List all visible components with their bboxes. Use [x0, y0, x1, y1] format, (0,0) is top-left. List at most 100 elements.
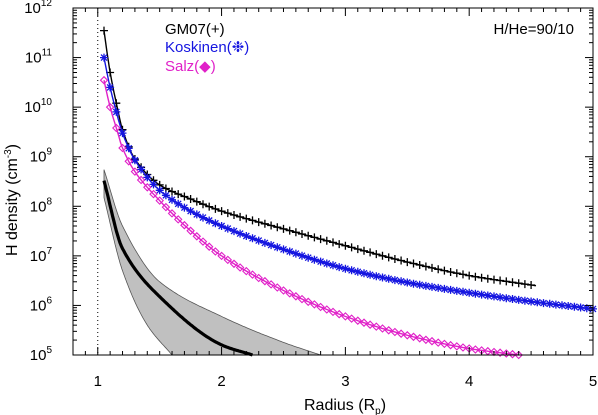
diamond-mark	[180, 220, 189, 230]
plus-mark	[378, 251, 387, 260]
asterisk-mark	[465, 288, 474, 297]
plus-mark	[415, 261, 424, 269]
plus-mark	[483, 274, 492, 283]
series-salz-marker	[421, 335, 431, 345]
diamond-mark	[440, 339, 449, 349]
diamond-mark	[124, 157, 133, 166]
plus-mark	[421, 262, 430, 271]
plus-mark	[496, 276, 505, 285]
series-koskinen-marker	[347, 266, 356, 275]
y-tick-label: 1012	[24, 0, 52, 17]
asterisk-mark	[403, 278, 412, 287]
series-koskinen-marker	[168, 195, 176, 204]
series-salz-marker	[173, 215, 183, 224]
plus-mark	[180, 192, 189, 201]
series-koskinen-marker	[137, 165, 146, 174]
series-gm07-marker	[366, 248, 375, 257]
legend-koskinen: Koskinen(❉)	[165, 39, 249, 56]
plus-mark	[452, 269, 461, 278]
asterisk-mark	[106, 83, 115, 92]
band-area	[103, 169, 321, 356]
diamond-mark	[508, 349, 517, 359]
asterisk-mark	[143, 173, 152, 182]
diamond-mark	[198, 237, 208, 246]
diamond-mark	[421, 335, 431, 345]
plus-mark	[465, 271, 474, 280]
series-salz-marker	[167, 209, 177, 218]
diamond-mark	[149, 189, 158, 199]
series-koskinen-marker	[477, 290, 486, 299]
series-koskinen-marker	[155, 186, 164, 195]
plus-mark	[316, 235, 325, 244]
series-koskinen-marker	[403, 278, 412, 287]
series-salz-marker	[124, 157, 133, 166]
series-salz-marker	[409, 332, 418, 342]
asterisk-mark	[477, 290, 486, 299]
series-salz-marker	[180, 220, 189, 230]
asterisk-mark	[254, 236, 263, 245]
series-gm07-marker	[341, 241, 350, 250]
series-koskinen-marker	[230, 227, 238, 236]
series-koskinen-marker	[527, 297, 536, 306]
series-koskinen-marker	[149, 180, 158, 189]
series-koskinen-marker	[304, 253, 313, 262]
plus-mark	[260, 219, 269, 228]
series-koskinen-marker	[564, 302, 573, 310]
diamond-mark	[192, 232, 202, 241]
series-gm07-marker	[514, 279, 523, 288]
series-gm07-marker	[378, 251, 387, 260]
series-gm07-marker	[168, 187, 176, 196]
series-gm07-marker	[230, 211, 238, 219]
asterisk-mark	[490, 292, 498, 301]
series-salz-marker	[378, 324, 387, 333]
series-koskinen-marker	[576, 303, 585, 312]
series-salz-marker	[155, 196, 164, 205]
diamond-mark	[285, 289, 294, 298]
series-koskinen-marker	[223, 224, 232, 233]
series-salz-marker	[502, 349, 511, 358]
series-salz-marker	[390, 327, 400, 337]
asterisk-mark	[291, 249, 300, 258]
series-salz-marker	[149, 189, 158, 199]
series-koskinen-marker	[378, 273, 387, 282]
diamond-mark	[341, 312, 350, 321]
diamond-mark	[143, 183, 152, 192]
series-salz-marker	[310, 300, 319, 309]
series-salz-marker	[415, 334, 424, 343]
series-gm07-marker	[409, 259, 418, 268]
series-salz-marker	[328, 307, 338, 317]
series-salz-marker	[359, 318, 369, 327]
asterisk-mark	[273, 243, 282, 252]
asterisk-mark	[161, 191, 170, 200]
diamond-mark	[353, 316, 363, 325]
series-koskinen-marker	[558, 301, 566, 310]
series-salz-marker	[403, 331, 412, 340]
diamond-mark	[390, 327, 400, 337]
asterisk-mark	[285, 247, 294, 256]
series-koskinen-marker	[539, 299, 548, 308]
series-gm07-marker	[242, 214, 251, 223]
series-salz-line	[103, 80, 519, 356]
asterisk-mark	[316, 257, 325, 266]
series-koskinen-marker	[335, 263, 344, 272]
x-tick-labels: 1 2 3 4 5	[94, 373, 598, 390]
series-koskinen	[100, 53, 597, 313]
x-tick-label: 1	[94, 373, 102, 390]
diamond-mark	[248, 270, 257, 279]
x-axis-title-end: )	[381, 397, 386, 414]
y-tick-label: 1011	[25, 48, 53, 67]
diamond-mark	[328, 307, 338, 317]
series-koskinen-marker	[106, 83, 115, 92]
series-salz-marker	[254, 273, 263, 283]
plus-mark	[279, 224, 288, 233]
legend-gm07: GM07(+)	[165, 21, 225, 38]
series-koskinen-marker	[248, 234, 257, 243]
series-koskinen-marker	[508, 295, 517, 303]
asterisk-mark	[366, 270, 375, 279]
diamond-mark	[334, 309, 344, 319]
series-salz-marker	[452, 342, 462, 351]
series-koskinen-marker	[310, 255, 319, 264]
series-koskinen-marker	[353, 267, 362, 276]
series-gm07-marker	[496, 276, 505, 285]
series-koskinen-marker	[490, 292, 498, 301]
